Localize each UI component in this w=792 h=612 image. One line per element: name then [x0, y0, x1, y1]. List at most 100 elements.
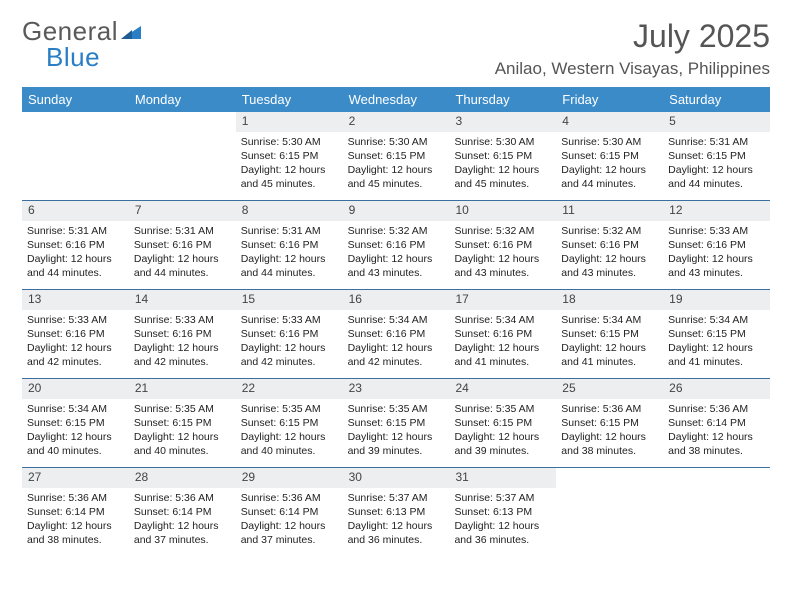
daylight-text: Daylight: 12 hours and 44 minutes. [668, 163, 765, 191]
daylight-text: Daylight: 12 hours and 43 minutes. [561, 252, 658, 280]
day-number: 31 [449, 468, 556, 488]
day-number: 7 [129, 201, 236, 221]
day-details: Sunrise: 5:31 AMSunset: 6:16 PMDaylight:… [22, 221, 129, 287]
day-number: 15 [236, 290, 343, 310]
day-number: 6 [22, 201, 129, 221]
day-number: 26 [663, 379, 770, 399]
day-details: Sunrise: 5:30 AMSunset: 6:15 PMDaylight:… [449, 132, 556, 198]
day-details: Sunrise: 5:31 AMSunset: 6:16 PMDaylight:… [236, 221, 343, 287]
day-number: 16 [343, 290, 450, 310]
day-number: 13 [22, 290, 129, 310]
day-number: 5 [663, 112, 770, 132]
day-24: 24Sunrise: 5:35 AMSunset: 6:15 PMDayligh… [449, 379, 556, 467]
daylight-text: Daylight: 12 hours and 44 minutes. [241, 252, 338, 280]
sunrise-text: Sunrise: 5:34 AM [668, 313, 765, 327]
daylight-text: Daylight: 12 hours and 36 minutes. [454, 519, 551, 547]
daylight-text: Daylight: 12 hours and 44 minutes. [561, 163, 658, 191]
daylight-text: Daylight: 12 hours and 43 minutes. [348, 252, 445, 280]
day-28: 28Sunrise: 5:36 AMSunset: 6:14 PMDayligh… [129, 468, 236, 556]
dow-monday: Monday [129, 87, 236, 112]
day-details: Sunrise: 5:33 AMSunset: 6:16 PMDaylight:… [663, 221, 770, 287]
sunset-text: Sunset: 6:13 PM [454, 505, 551, 519]
day-details: Sunrise: 5:36 AMSunset: 6:14 PMDaylight:… [22, 488, 129, 554]
daylight-text: Daylight: 12 hours and 42 minutes. [241, 341, 338, 369]
day-number: 24 [449, 379, 556, 399]
dow-tuesday: Tuesday [236, 87, 343, 112]
day-16: 16Sunrise: 5:34 AMSunset: 6:16 PMDayligh… [343, 290, 450, 378]
sunset-text: Sunset: 6:14 PM [27, 505, 124, 519]
dow-friday: Friday [556, 87, 663, 112]
sunset-text: Sunset: 6:14 PM [134, 505, 231, 519]
day-details: Sunrise: 5:32 AMSunset: 6:16 PMDaylight:… [556, 221, 663, 287]
brand-part1: General [22, 18, 118, 44]
daylight-text: Daylight: 12 hours and 41 minutes. [561, 341, 658, 369]
sunset-text: Sunset: 6:16 PM [561, 238, 658, 252]
sunrise-text: Sunrise: 5:35 AM [348, 402, 445, 416]
day-22: 22Sunrise: 5:35 AMSunset: 6:15 PMDayligh… [236, 379, 343, 467]
month-title: July 2025 [495, 18, 770, 55]
day-details: Sunrise: 5:35 AMSunset: 6:15 PMDaylight:… [449, 399, 556, 465]
day-23: 23Sunrise: 5:35 AMSunset: 6:15 PMDayligh… [343, 379, 450, 467]
day-details: Sunrise: 5:36 AMSunset: 6:15 PMDaylight:… [556, 399, 663, 465]
day-details: Sunrise: 5:33 AMSunset: 6:16 PMDaylight:… [22, 310, 129, 376]
week-row: 27Sunrise: 5:36 AMSunset: 6:14 PMDayligh… [22, 468, 770, 556]
day-31: 31 Sunrise: 5:37 AMSunset: 6:13 PMDayligh… [449, 468, 556, 556]
day-number: 9 [343, 201, 450, 221]
daylight-text: Daylight: 12 hours and 37 minutes. [241, 519, 338, 547]
sunrise-text: Sunrise: 5:37 AM [454, 491, 551, 505]
sunrise-text: Sunrise: 5:33 AM [27, 313, 124, 327]
day-number: 27 [22, 468, 129, 488]
sunset-text: Sunset: 6:15 PM [348, 416, 445, 430]
day-details: Sunrise: 5:33 AMSunset: 6:16 PMDaylight:… [236, 310, 343, 376]
dow-saturday: Saturday [663, 87, 770, 112]
sunrise-text: Sunrise: 5:34 AM [348, 313, 445, 327]
week-row: . . 1Sunrise: 5:30 AMSunset: 6:15 PMDayl… [22, 112, 770, 201]
day-15: 15Sunrise: 5:33 AMSunset: 6:16 PMDayligh… [236, 290, 343, 378]
day-number: 1 [236, 112, 343, 132]
daylight-text: Daylight: 12 hours and 41 minutes. [668, 341, 765, 369]
day-2: 2Sunrise: 5:30 AMSunset: 6:15 PMDaylight… [343, 112, 450, 200]
sunrise-text: Sunrise: 5:35 AM [454, 402, 551, 416]
daylight-text: Daylight: 12 hours and 37 minutes. [134, 519, 231, 547]
sunset-text: Sunset: 6:15 PM [241, 149, 338, 163]
day-details: Sunrise: 5:34 AMSunset: 6:16 PMDaylight:… [343, 310, 450, 376]
sunrise-text: Sunrise: 5:31 AM [241, 224, 338, 238]
sunset-text: Sunset: 6:16 PM [241, 238, 338, 252]
daylight-text: Daylight: 12 hours and 44 minutes. [134, 252, 231, 280]
sunrise-text: Sunrise: 5:36 AM [561, 402, 658, 416]
sunrise-text: Sunrise: 5:30 AM [348, 135, 445, 149]
sunset-text: Sunset: 6:16 PM [241, 327, 338, 341]
daylight-text: Daylight: 12 hours and 41 minutes. [454, 341, 551, 369]
week-row: 13Sunrise: 5:33 AMSunset: 6:16 PMDayligh… [22, 290, 770, 379]
day-10: 10Sunrise: 5:32 AMSunset: 6:16 PMDayligh… [449, 201, 556, 289]
week-row: 6Sunrise: 5:31 AMSunset: 6:16 PMDaylight… [22, 201, 770, 290]
day-details: Sunrise: 5:35 AMSunset: 6:15 PMDaylight:… [236, 399, 343, 465]
daylight-text: Daylight: 12 hours and 42 minutes. [134, 341, 231, 369]
sunrise-text: Sunrise: 5:35 AM [241, 402, 338, 416]
day-details: Sunrise: 5:30 AMSunset: 6:15 PMDaylight:… [343, 132, 450, 198]
sunrise-text: Sunrise: 5:30 AM [454, 135, 551, 149]
weeks-container: . . 1Sunrise: 5:30 AMSunset: 6:15 PMDayl… [22, 112, 770, 556]
day-number: 3 [449, 112, 556, 132]
title-block: July 2025 Anilao, Western Visayas, Phili… [495, 18, 770, 79]
day-details: Sunrise: 5:34 AMSunset: 6:15 PMDaylight:… [663, 310, 770, 376]
daylight-text: Daylight: 12 hours and 38 minutes. [27, 519, 124, 547]
day-19: 19Sunrise: 5:34 AMSunset: 6:15 PMDayligh… [663, 290, 770, 378]
location-text: Anilao, Western Visayas, Philippines [495, 59, 770, 79]
day-number: 8 [236, 201, 343, 221]
calendar-grid: SundayMondayTuesdayWednesdayThursdayFrid… [22, 87, 770, 556]
calendar-page: GeneralBlue July 2025 Anilao, Western Vi… [0, 0, 792, 572]
day-number: 22 [236, 379, 343, 399]
daylight-text: Daylight: 12 hours and 38 minutes. [668, 430, 765, 458]
header: GeneralBlue July 2025 Anilao, Western Vi… [22, 18, 770, 79]
sunrise-text: Sunrise: 5:36 AM [134, 491, 231, 505]
brand-part2: Blue [46, 42, 100, 72]
sunset-text: Sunset: 6:15 PM [668, 327, 765, 341]
day-number: 12 [663, 201, 770, 221]
sunset-text: Sunset: 6:16 PM [668, 238, 765, 252]
day-11: 11Sunrise: 5:32 AMSunset: 6:16 PMDayligh… [556, 201, 663, 289]
day-number: 14 [129, 290, 236, 310]
day-details: Sunrise: 5:34 AMSunset: 6:15 PMDaylight:… [22, 399, 129, 465]
day-details: Sunrise: 5:36 AMSunset: 6:14 PMDaylight:… [663, 399, 770, 465]
day-details: Sunrise: 5:34 AMSunset: 6:15 PMDaylight:… [556, 310, 663, 376]
